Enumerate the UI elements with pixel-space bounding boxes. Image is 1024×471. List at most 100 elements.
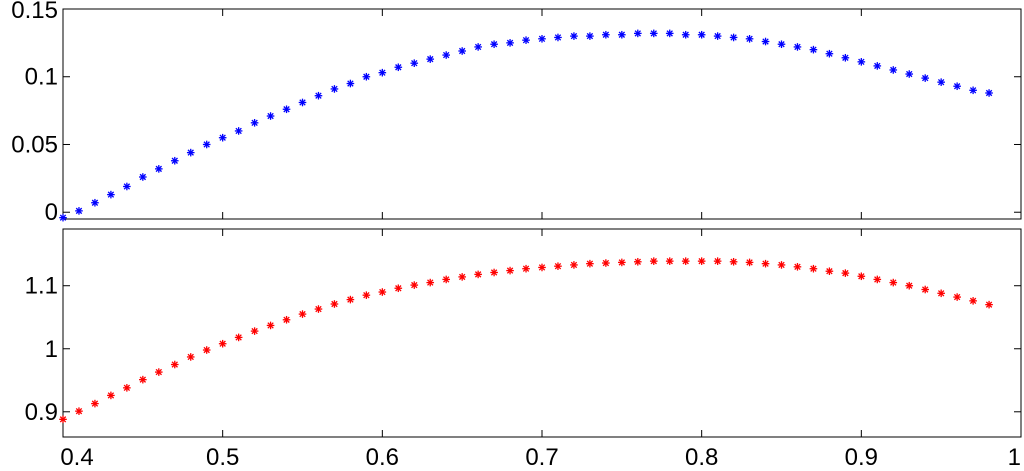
top-subplot: 0 0.05 0.1 0.15 — [11, 0, 1022, 226]
data-point — [697, 30, 706, 39]
data-point — [905, 281, 914, 290]
data-point — [59, 415, 67, 424]
data-point — [665, 29, 674, 38]
data-point — [107, 391, 115, 400]
data-point — [586, 32, 594, 40]
data-point — [921, 74, 929, 82]
data-point — [155, 165, 163, 173]
data-point — [681, 257, 690, 265]
data-point — [985, 89, 993, 97]
data-point — [458, 47, 466, 55]
data-point — [362, 291, 371, 299]
y-tick-label: 1 — [45, 336, 58, 363]
data-point — [602, 259, 610, 267]
data-point — [458, 273, 466, 281]
data-point — [745, 35, 754, 43]
data-point — [410, 59, 419, 67]
y-tick-label: 0 — [45, 199, 58, 226]
data-point — [729, 33, 738, 42]
data-point — [426, 278, 435, 287]
data-point — [729, 257, 738, 266]
y-tick-label: 0.9 — [25, 399, 58, 426]
data-point — [490, 40, 498, 49]
axes-frame — [62, 8, 1022, 220]
data-point — [586, 259, 594, 268]
data-point — [761, 259, 770, 268]
data-point — [474, 270, 482, 279]
data-point — [570, 261, 578, 269]
data-point — [346, 295, 355, 304]
data-point — [266, 112, 275, 120]
data-point — [697, 257, 706, 265]
data-point — [522, 264, 530, 273]
data-point — [123, 384, 131, 392]
data-point — [218, 133, 227, 142]
data-point — [202, 346, 211, 354]
bottom-subplot: 0.4 0.5 0.6 0.7 0.8 0.9 1 0.9 1 1.1 — [25, 228, 1022, 471]
data-point — [649, 29, 658, 38]
data-point — [649, 257, 658, 265]
data-point — [155, 368, 163, 376]
data-point — [474, 43, 482, 51]
data-point — [889, 66, 898, 74]
data-point — [59, 213, 67, 222]
data-point — [857, 58, 866, 66]
x-tick-label: 0.6 — [366, 444, 399, 471]
data-point — [298, 98, 307, 107]
data-point — [394, 63, 403, 72]
data-point — [314, 91, 323, 100]
data-point — [809, 264, 818, 273]
data-point — [809, 45, 818, 54]
data-point — [75, 207, 83, 215]
data-point — [378, 68, 387, 77]
data-point — [234, 127, 243, 135]
data-point — [202, 140, 211, 149]
data-point — [91, 198, 99, 207]
data-point — [745, 258, 754, 267]
data-point — [873, 275, 882, 284]
data-point — [330, 85, 339, 93]
data-point — [634, 29, 642, 38]
data-point — [825, 267, 834, 276]
data-point — [250, 119, 259, 127]
data-point — [234, 333, 243, 342]
data-point — [538, 35, 546, 43]
data-point — [123, 182, 131, 191]
data-point — [346, 79, 355, 88]
data-point — [410, 281, 419, 289]
data-point — [777, 261, 786, 269]
data-point — [570, 32, 578, 40]
data-point — [937, 289, 945, 298]
y-tick-label: 1.1 — [25, 273, 58, 300]
y-tick-label: 0.15 — [11, 0, 58, 24]
data-point — [857, 272, 866, 281]
data-point — [362, 72, 371, 81]
data-point — [969, 86, 977, 95]
data-point — [985, 300, 993, 309]
data-point — [378, 288, 387, 296]
axes-frame — [62, 228, 1022, 438]
data-point — [777, 40, 786, 49]
data-point — [186, 148, 195, 157]
data-point — [554, 262, 562, 270]
data-point — [250, 327, 259, 335]
data-point — [921, 285, 929, 294]
x-tick-label: 0.8 — [685, 444, 718, 471]
data-point — [953, 293, 961, 301]
data-point — [825, 49, 834, 58]
data-point — [91, 399, 99, 408]
data-point — [330, 300, 339, 308]
data-point — [618, 30, 626, 39]
data-point — [665, 257, 674, 265]
x-tick-label: 0.4 — [60, 444, 93, 471]
data-point — [937, 78, 945, 86]
data-point — [554, 33, 562, 42]
data-point — [139, 375, 147, 384]
data-point — [490, 268, 498, 277]
data-point — [282, 105, 291, 114]
data-point — [506, 39, 514, 47]
data-point — [139, 173, 147, 181]
data-point — [953, 82, 961, 91]
data-point — [841, 269, 850, 277]
